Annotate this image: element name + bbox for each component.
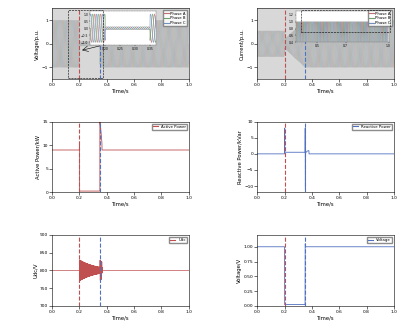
- Y-axis label: Reactive Power/kVar: Reactive Power/kVar: [237, 130, 242, 184]
- Y-axis label: Voltage/V: Voltage/V: [236, 258, 242, 283]
- Y-axis label: Udc/V: Udc/V: [33, 263, 38, 278]
- X-axis label: Time/s: Time/s: [317, 202, 334, 207]
- X-axis label: Time/s: Time/s: [317, 315, 334, 320]
- Y-axis label: Current/p.u.: Current/p.u.: [240, 28, 245, 60]
- Legend: Udc: Udc: [169, 237, 187, 243]
- X-axis label: Time/s: Time/s: [112, 315, 129, 320]
- Legend: Active Power: Active Power: [152, 124, 187, 130]
- X-axis label: Time/s: Time/s: [112, 88, 129, 93]
- X-axis label: Time/s: Time/s: [112, 202, 129, 207]
- Bar: [68, 10, 103, 78]
- Legend: Phase A, Phase B, Phase C: Phase A, Phase B, Phase C: [368, 10, 392, 26]
- Y-axis label: Active Power/kW: Active Power/kW: [36, 135, 40, 179]
- Legend: Voltage: Voltage: [367, 237, 392, 243]
- Legend: Phase A, Phase B, Phase C: Phase A, Phase B, Phase C: [163, 10, 187, 26]
- Bar: [301, 10, 390, 32]
- X-axis label: Time/s: Time/s: [317, 88, 334, 93]
- Y-axis label: Voltage/p.u.: Voltage/p.u.: [35, 28, 40, 59]
- Legend: Reactive Power: Reactive Power: [352, 124, 392, 130]
